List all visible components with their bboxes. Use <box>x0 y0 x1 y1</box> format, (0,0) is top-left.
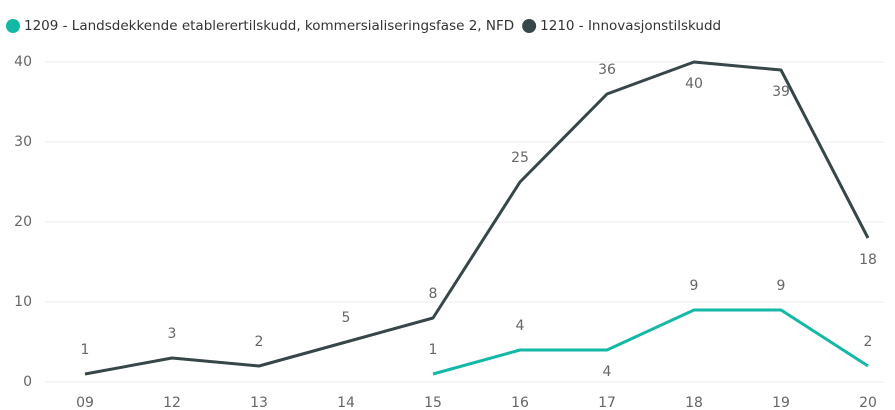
y-tick-label: 0 <box>23 374 32 390</box>
x-tick-label: 18 <box>685 395 703 410</box>
line <box>84 60 870 376</box>
legend-label: 1209 - Landsdekkende etablerertilskudd, … <box>24 18 514 34</box>
data-label: 36 <box>598 62 616 78</box>
data-label: 1 <box>429 342 438 358</box>
data-label: 9 <box>690 278 699 294</box>
x-tick-label: 19 <box>772 395 790 410</box>
data-label: 25 <box>511 150 529 166</box>
legend-marker <box>522 19 537 33</box>
y-tick-label: 30 <box>14 134 32 150</box>
x-tick-label: 09 <box>76 395 94 410</box>
x-tick-label: 12 <box>163 395 181 410</box>
x-tick-label: 20 <box>859 395 877 410</box>
line <box>432 308 869 376</box>
data-label: 3 <box>168 326 177 342</box>
legend-label: 1210 - Innovasjonstilskudd <box>540 18 721 34</box>
x-tick-label: 15 <box>424 395 442 410</box>
data-label: 1 <box>81 342 90 358</box>
data-label: 18 <box>859 252 877 268</box>
data-label: 4 <box>603 364 612 380</box>
data-label: 5 <box>342 310 351 326</box>
x-tick-label: 17 <box>598 395 616 410</box>
legend-marker <box>6 19 20 33</box>
data-label: 4 <box>516 318 525 334</box>
y-tick-label: 20 <box>14 214 32 230</box>
x-tick-label: 16 <box>511 395 529 410</box>
x-tick-label: 14 <box>337 395 355 410</box>
data-label: 9 <box>777 278 786 294</box>
y-tick-label: 10 <box>14 294 32 310</box>
y-tick-label: 40 <box>14 54 32 70</box>
data-label: 2 <box>864 334 873 350</box>
data-label: 2 <box>255 334 264 350</box>
data-label: 40 <box>685 76 703 92</box>
data-label: 8 <box>429 286 438 302</box>
x-tick-label: 13 <box>250 395 268 410</box>
data-label: 39 <box>772 84 790 100</box>
